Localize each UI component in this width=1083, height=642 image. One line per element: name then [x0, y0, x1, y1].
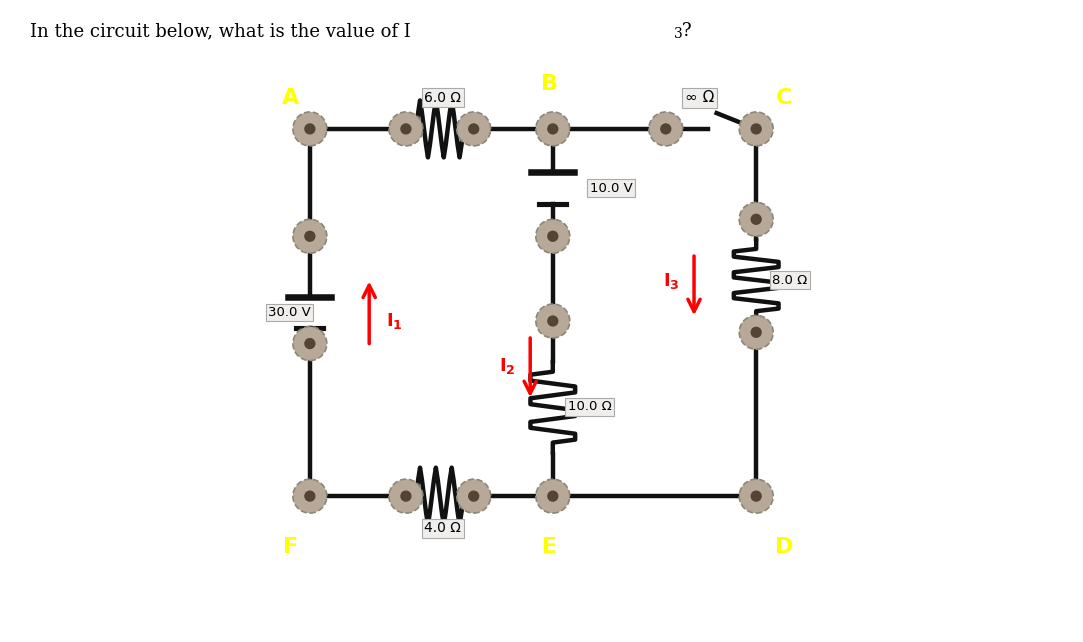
Text: E: E — [543, 537, 558, 557]
Text: D: D — [775, 537, 794, 557]
Text: In the circuit below, what is the value of I: In the circuit below, what is the value … — [30, 22, 412, 40]
Circle shape — [468, 123, 480, 135]
Circle shape — [401, 123, 412, 135]
Text: B: B — [542, 74, 559, 94]
Circle shape — [536, 479, 570, 513]
Circle shape — [547, 490, 559, 502]
Circle shape — [304, 123, 315, 135]
Text: F: F — [283, 537, 298, 557]
Text: 30.0 V: 30.0 V — [269, 306, 311, 319]
Circle shape — [304, 490, 315, 502]
Text: ∞ Ω: ∞ Ω — [686, 91, 715, 105]
Circle shape — [292, 112, 327, 146]
Circle shape — [536, 112, 570, 146]
Text: 4.0 Ω: 4.0 Ω — [425, 521, 461, 535]
Text: A: A — [282, 88, 299, 108]
Text: C: C — [777, 88, 793, 108]
Circle shape — [751, 123, 761, 135]
Text: 3: 3 — [674, 27, 682, 41]
Circle shape — [292, 479, 327, 513]
Circle shape — [740, 202, 773, 236]
Text: 10.0 Ω: 10.0 Ω — [567, 401, 612, 413]
Circle shape — [547, 230, 559, 242]
Text: $\mathbf{I_3}$: $\mathbf{I_3}$ — [663, 272, 680, 291]
Circle shape — [457, 479, 491, 513]
Text: $\mathbf{I_1}$: $\mathbf{I_1}$ — [387, 311, 403, 331]
Circle shape — [661, 123, 671, 135]
Circle shape — [751, 490, 761, 502]
Circle shape — [547, 123, 559, 135]
Circle shape — [457, 112, 491, 146]
Circle shape — [740, 315, 773, 349]
Circle shape — [389, 112, 422, 146]
Circle shape — [547, 315, 559, 327]
Circle shape — [649, 112, 682, 146]
Text: ?: ? — [682, 22, 692, 40]
Circle shape — [389, 479, 422, 513]
Text: 8.0 Ω: 8.0 Ω — [772, 274, 808, 287]
Text: $\mathbf{I_2}$: $\mathbf{I_2}$ — [499, 356, 517, 376]
Circle shape — [740, 479, 773, 513]
Circle shape — [292, 327, 327, 361]
Circle shape — [292, 220, 327, 253]
Circle shape — [751, 214, 761, 225]
Circle shape — [536, 304, 570, 338]
Circle shape — [468, 490, 480, 502]
Text: 6.0 Ω: 6.0 Ω — [425, 91, 461, 105]
Text: 10.0 V: 10.0 V — [589, 182, 632, 195]
Circle shape — [401, 490, 412, 502]
Circle shape — [751, 327, 761, 338]
Circle shape — [536, 220, 570, 253]
Circle shape — [304, 338, 315, 349]
Circle shape — [304, 230, 315, 242]
Circle shape — [740, 112, 773, 146]
